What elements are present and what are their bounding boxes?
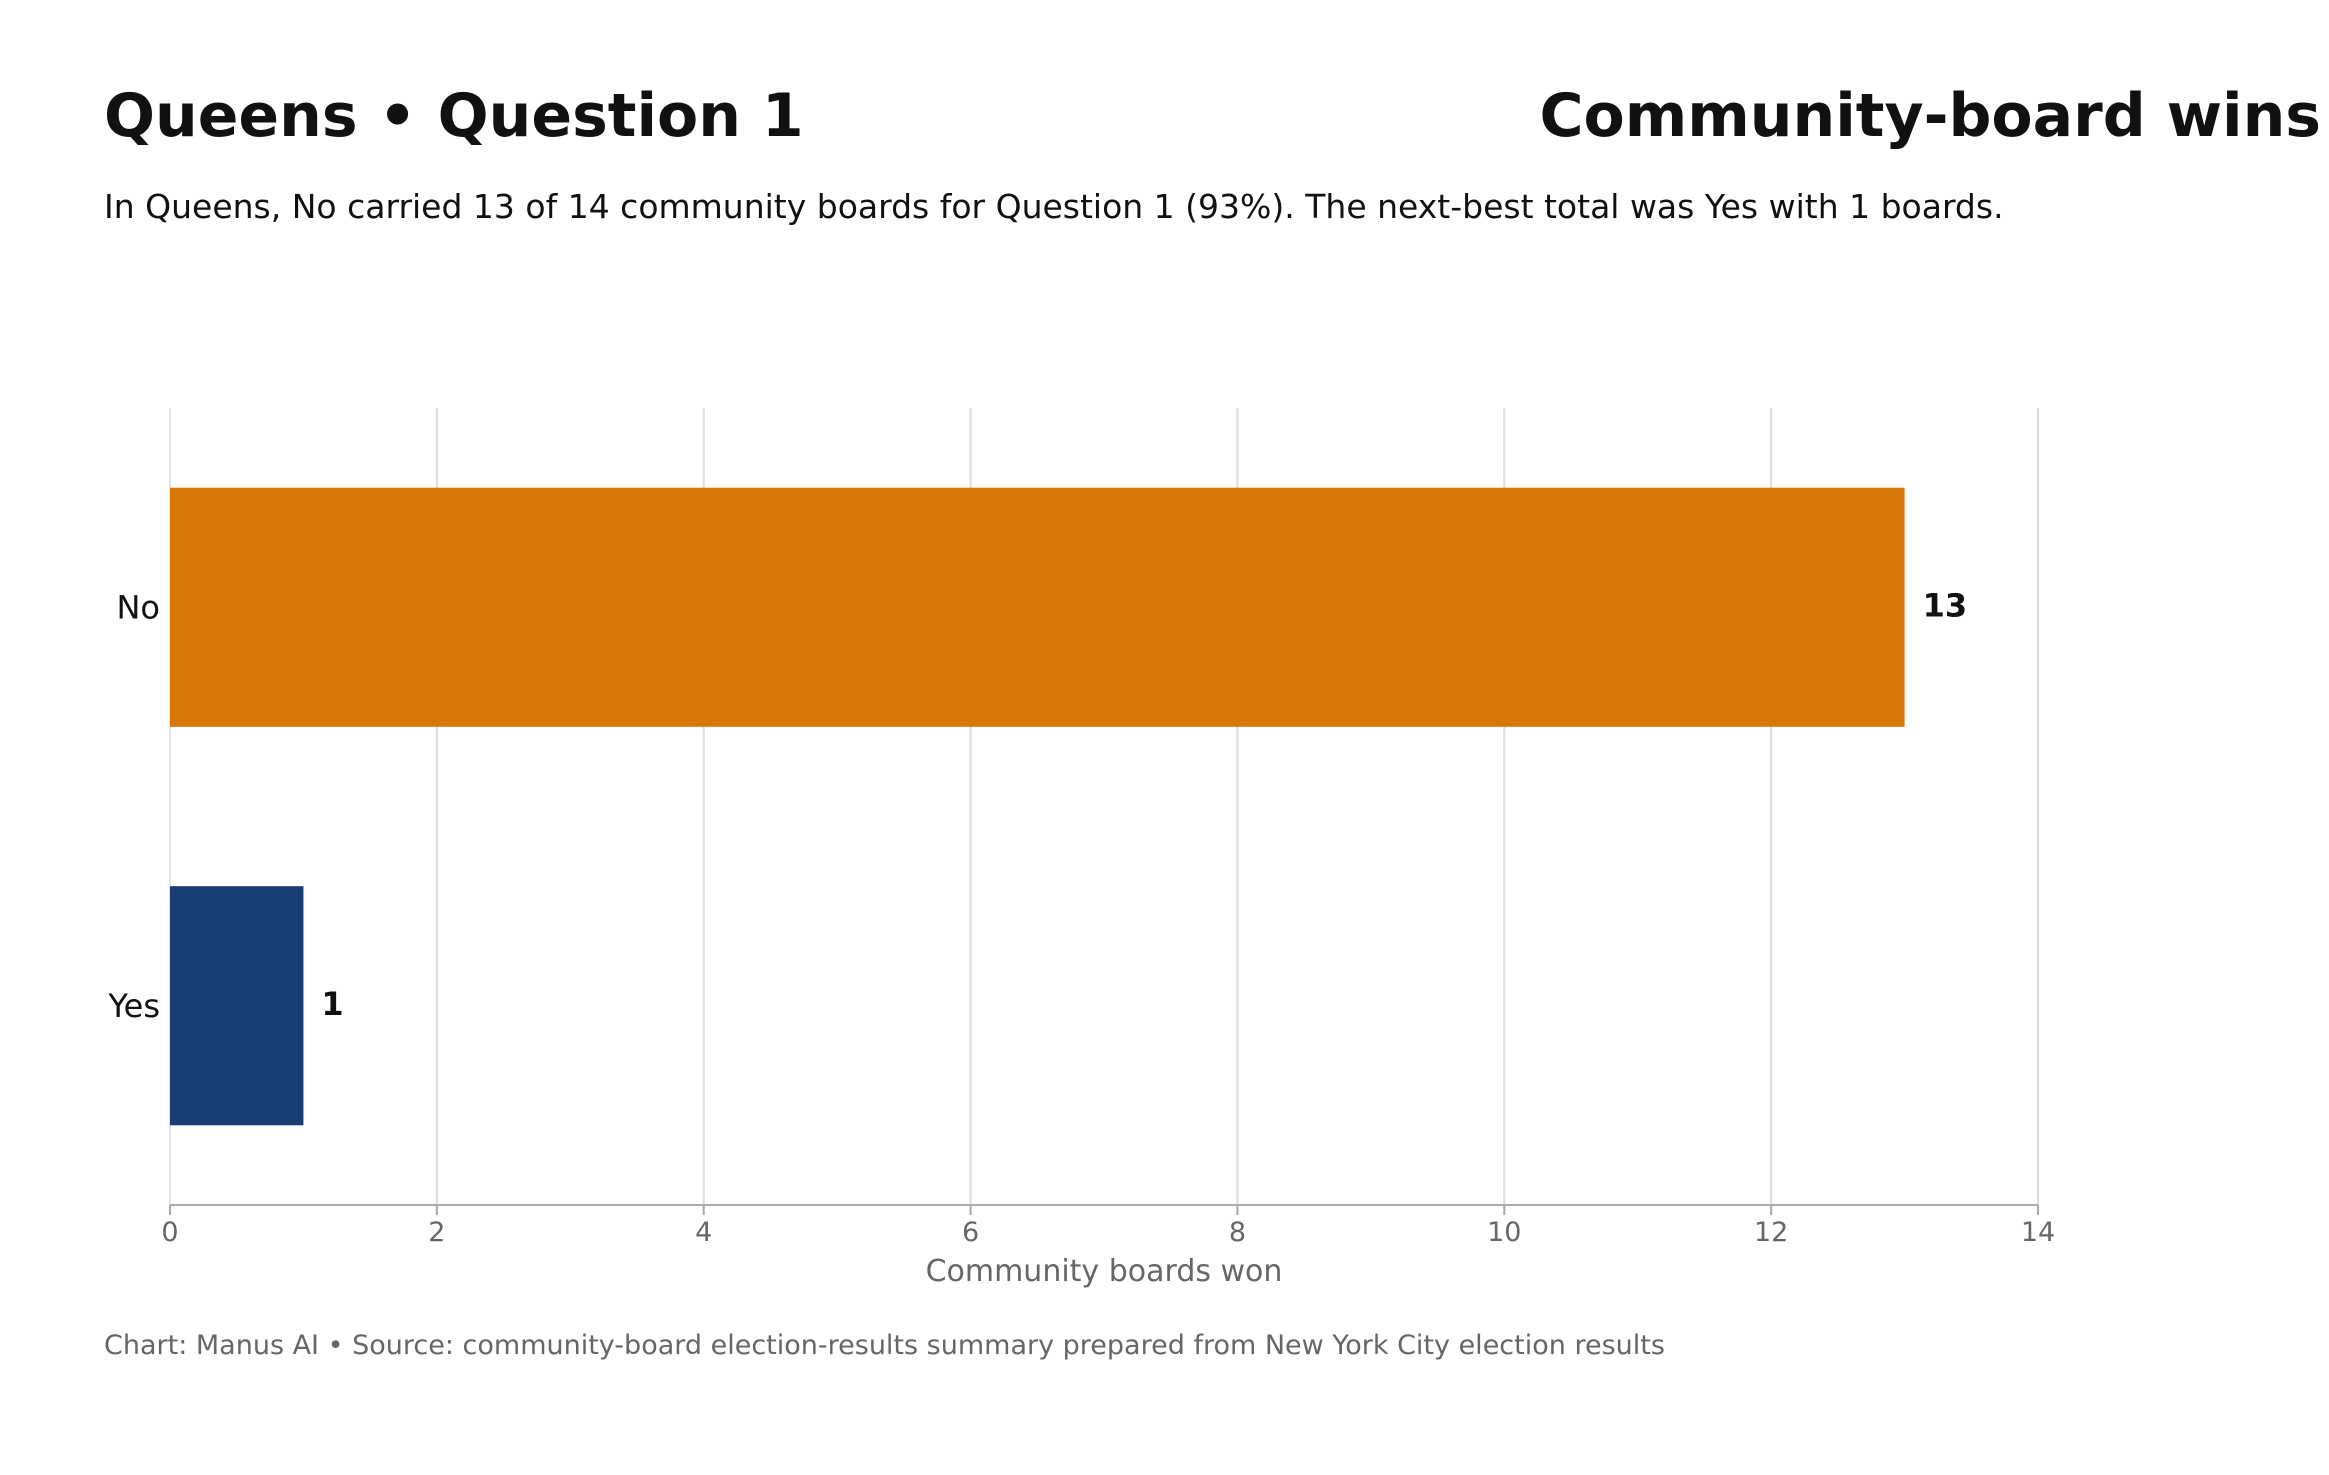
y-tick-label: Yes xyxy=(107,987,160,1025)
x-tick-label: 0 xyxy=(161,1217,178,1248)
x-axis-label: Community boards won xyxy=(926,1254,1283,1289)
x-tick-label: 4 xyxy=(695,1217,712,1248)
page-title: Queens • Question 1 xyxy=(104,81,804,151)
chart-subtitle: In Queens, No carried 13 of 14 community… xyxy=(104,187,2004,226)
x-tick-label: 10 xyxy=(1487,1217,1521,1248)
x-tick-label: 2 xyxy=(428,1217,445,1248)
x-tick-label: 6 xyxy=(962,1217,979,1248)
data-label: 13 xyxy=(1923,586,1968,624)
x-tick-label: 8 xyxy=(1229,1217,1246,1248)
chart-source-note: Chart: Manus AI • Source: community-boar… xyxy=(104,1330,1665,1361)
y-tick-label: No xyxy=(116,588,160,626)
chart-heading: Community-board wins xyxy=(1539,81,2322,151)
x-tick-label: 14 xyxy=(2021,1217,2055,1248)
bar xyxy=(170,886,304,1126)
x-tick-label: 12 xyxy=(1754,1217,1788,1248)
data-label: 1 xyxy=(321,985,343,1023)
bar xyxy=(170,487,1905,727)
